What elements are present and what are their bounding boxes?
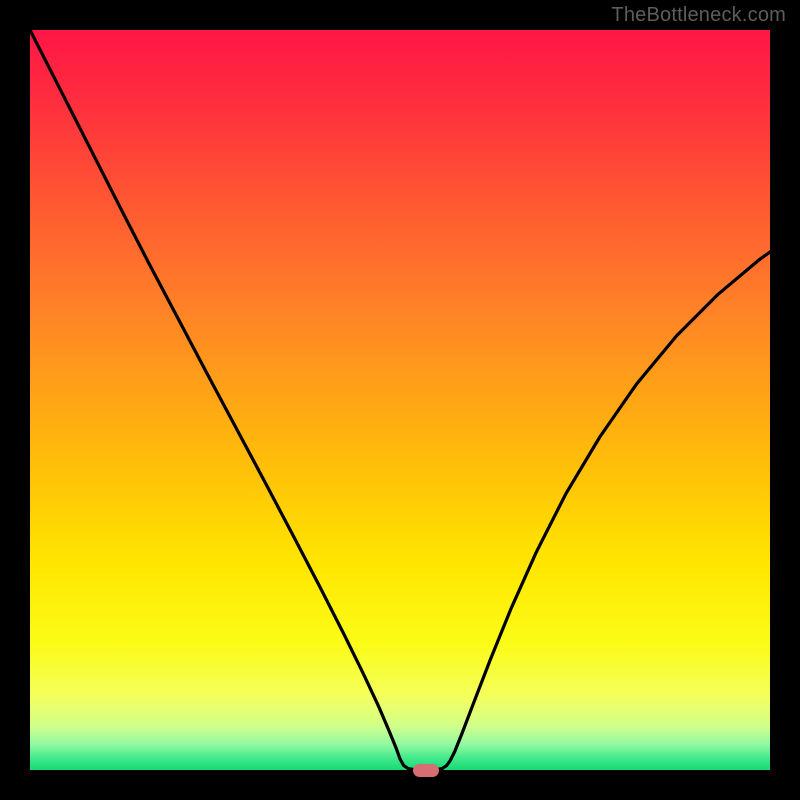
- plot-area: [30, 30, 770, 770]
- bottleneck-curve: [30, 30, 770, 770]
- minimum-marker: [413, 764, 439, 777]
- chart-container: TheBottleneck.com: [0, 0, 800, 800]
- watermark-text: TheBottleneck.com: [611, 4, 786, 27]
